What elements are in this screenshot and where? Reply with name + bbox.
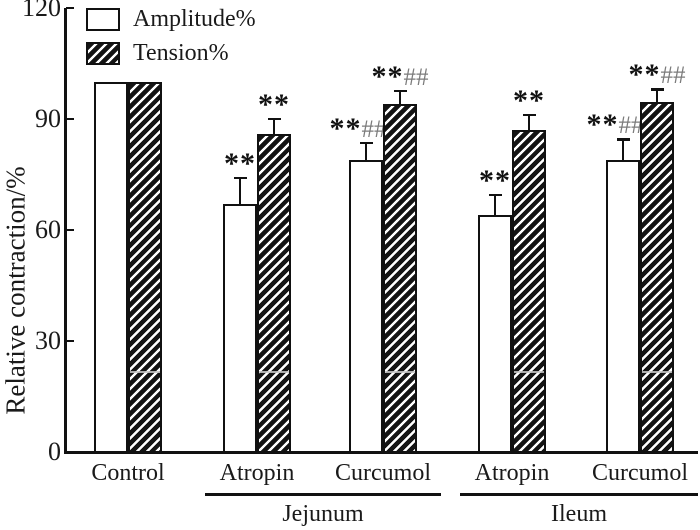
- error-bar-stem-tension-4: [655, 89, 659, 103]
- section-label-ileum: Ileum: [551, 501, 607, 527]
- x-category-label-4: Curcumol: [592, 460, 688, 486]
- error-bar-cap-amplitude-1: [233, 177, 247, 180]
- faint-line-0: [130, 370, 160, 373]
- error-bar-cap-amplitude-3: [488, 193, 502, 197]
- y-tick-label-90: 90: [35, 104, 61, 133]
- sig-stars: **: [371, 60, 404, 94]
- y-tick-30: [66, 340, 74, 343]
- legend-item-amplitude: Amplitude%: [86, 6, 256, 32]
- sig-label-tension-3: **: [513, 86, 545, 119]
- bar-tension-4: [640, 102, 674, 453]
- x-category-label-3: Atropin: [474, 460, 550, 486]
- legend-label-tension: Tension%: [133, 40, 229, 66]
- sig-label-amplitude-2: **##: [330, 114, 387, 147]
- bar-tension-3: [512, 130, 546, 453]
- y-tick-60: [66, 229, 74, 232]
- faint-line-1: [259, 370, 289, 373]
- section-line-jejunum: [205, 493, 441, 496]
- section-line-ileum: [460, 493, 698, 496]
- error-bar-stem-amplitude-3: [493, 194, 497, 216]
- bar-amplitude-3: [478, 215, 512, 453]
- y-tick-label-60: 60: [35, 215, 61, 244]
- sig-hashes: ##: [618, 112, 644, 140]
- bar-amplitude-4: [606, 159, 640, 453]
- y-axis-line: [64, 8, 67, 454]
- error-bar-cap-tension-2: [393, 90, 407, 93]
- error-bar-cap-tension-3: [522, 114, 536, 117]
- error-bar-cap-amplitude-2: [359, 141, 373, 145]
- sig-stars: **: [258, 88, 290, 121]
- legend-item-tension: Tension%: [86, 40, 229, 66]
- sig-label-tension-2: **##: [372, 62, 429, 95]
- faint-line-4: [642, 370, 672, 373]
- legend-label-amplitude: Amplitude%: [133, 6, 256, 32]
- y-tick-label-0: 0: [48, 437, 61, 466]
- sig-stars: **: [628, 58, 661, 92]
- bar-amplitude-2: [349, 159, 383, 453]
- error-bar-stem-amplitude-4: [621, 139, 625, 160]
- sig-hashes: ##: [403, 64, 429, 92]
- sig-stars: **: [224, 147, 256, 181]
- error-bar-cap-tension-1: [267, 117, 281, 121]
- y-tick-label-120: 120: [22, 0, 61, 22]
- sig-label-tension-4: **##: [629, 60, 686, 93]
- faint-line-3: [514, 370, 544, 373]
- sig-label-amplitude-4: **##: [587, 110, 644, 143]
- x-category-label-1: Atropin: [219, 460, 295, 486]
- sig-label-tension-1: **: [258, 90, 290, 123]
- error-bar-stem-tension-3: [527, 115, 531, 131]
- y-tick-120: [66, 7, 74, 10]
- bar-amplitude-0: [94, 82, 128, 453]
- y-tick-label-30: 30: [35, 326, 61, 355]
- amplitude-swatch: [86, 7, 120, 31]
- error-bar-stem-amplitude-2: [364, 143, 368, 160]
- error-bar-stem-tension-2: [398, 91, 402, 105]
- sig-stars: **: [513, 84, 545, 118]
- sig-hashes: ##: [660, 62, 686, 90]
- bar-amplitude-1: [223, 204, 257, 453]
- sig-label-amplitude-3: **: [479, 165, 511, 199]
- section-label-jejunum: Jejunum: [282, 501, 364, 527]
- error-bar-stem-tension-1: [272, 119, 276, 134]
- sig-stars: **: [586, 108, 619, 142]
- sig-stars: **: [329, 112, 362, 146]
- x-category-label-2: Curcumol: [335, 460, 431, 486]
- y-tick-90: [66, 118, 74, 121]
- bar-tension-0: [128, 82, 162, 453]
- sig-hashes: ##: [361, 116, 387, 144]
- sig-stars: **: [479, 163, 511, 197]
- y-tick-0: [66, 451, 74, 454]
- faint-line-2: [385, 370, 415, 373]
- error-bar-cap-tension-4: [650, 88, 664, 91]
- bar-tension-2: [383, 104, 417, 453]
- x-category-label-0: Control: [91, 460, 165, 486]
- sig-label-amplitude-1: **: [224, 149, 256, 182]
- tension-swatch: [86, 41, 120, 65]
- error-bar-cap-amplitude-4: [616, 138, 630, 141]
- bar-tension-1: [257, 133, 291, 453]
- error-bar-stem-amplitude-1: [238, 178, 242, 205]
